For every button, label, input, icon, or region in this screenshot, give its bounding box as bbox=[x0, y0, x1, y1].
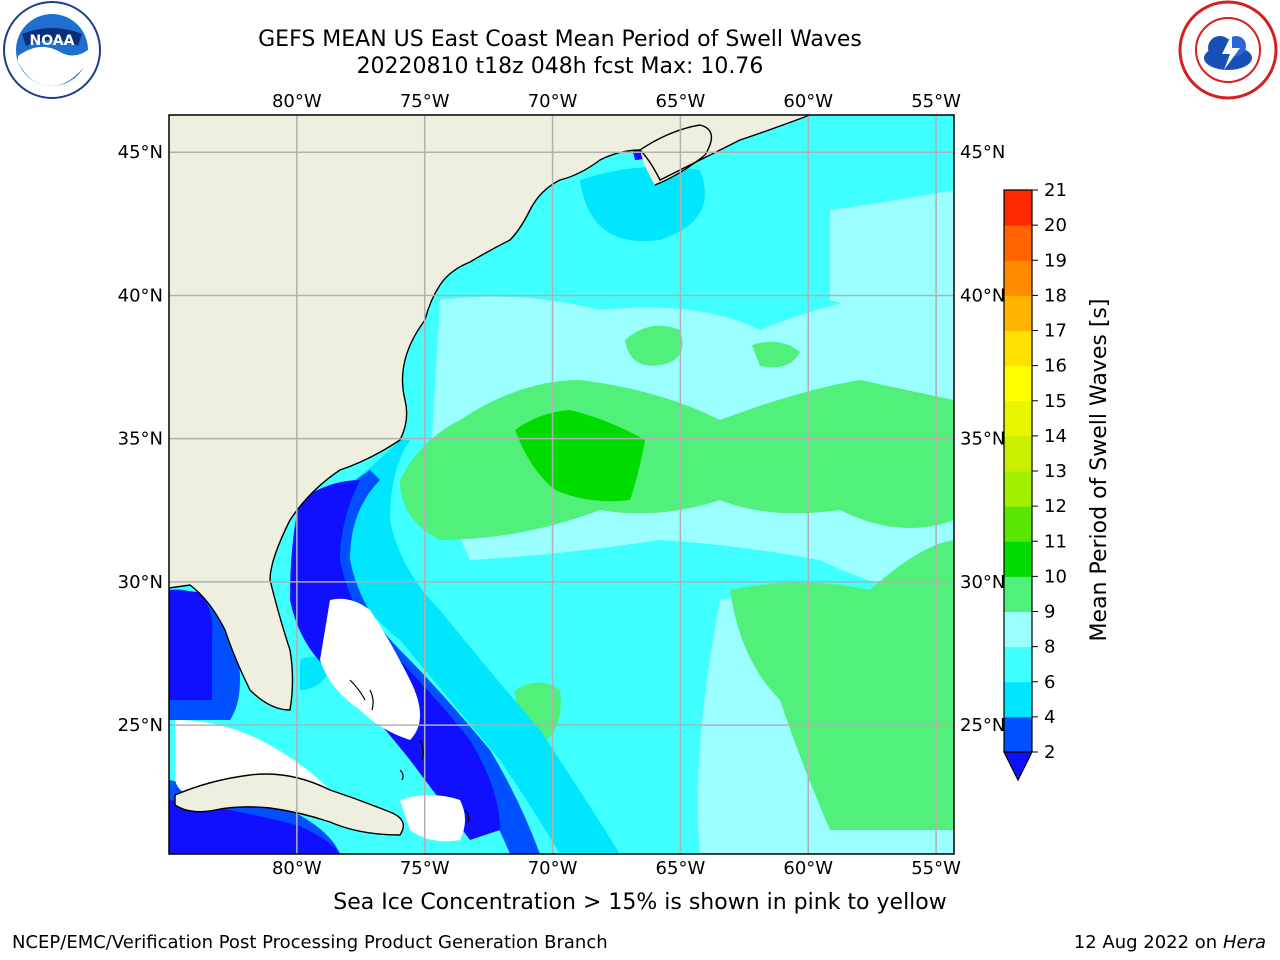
no-swell-region bbox=[320, 598, 420, 740]
colorbar-segment bbox=[1004, 716, 1032, 753]
colorbar-tick-label: 12 bbox=[1044, 496, 1067, 517]
latitude-tick-label: 35°N bbox=[118, 429, 163, 450]
longitude-tick-label: 70°W bbox=[528, 91, 578, 112]
colorbar-segment bbox=[1004, 471, 1032, 507]
map-frame bbox=[168, 114, 955, 855]
contour-10-11 bbox=[515, 410, 645, 502]
svg-text:NOAA: NOAA bbox=[30, 33, 75, 49]
longitude-tick-label: 60°W bbox=[783, 91, 833, 112]
longitude-tick-label: 80°W bbox=[272, 858, 322, 879]
national-weather-service-logo bbox=[1178, 0, 1278, 100]
colorbar-tick-label: 20 bbox=[1044, 215, 1067, 236]
colorbar-segment bbox=[1004, 190, 1032, 226]
colorbar-tick-label: 11 bbox=[1044, 531, 1067, 552]
colorbar-segment bbox=[1004, 295, 1032, 331]
colorbar-tick-label: 14 bbox=[1044, 426, 1067, 447]
colorbar-segment bbox=[1004, 365, 1032, 402]
gridlines bbox=[169, 115, 954, 854]
colorbar-tick-label: 10 bbox=[1044, 566, 1067, 587]
colorbar-tick-label: 9 bbox=[1044, 602, 1055, 623]
latitude-tick-label: 30°N bbox=[960, 572, 1005, 593]
colorbar-tick-label: 18 bbox=[1044, 285, 1067, 306]
colorbar-tick-label: 17 bbox=[1044, 321, 1067, 342]
contour-8-9 bbox=[830, 190, 954, 310]
longitude-tick-label: 80°W bbox=[272, 91, 322, 112]
colorbar-segment bbox=[1004, 681, 1032, 718]
colorbar-label: Mean Period of Swell Waves [s] bbox=[1087, 299, 1112, 642]
contour-9-10 bbox=[625, 325, 683, 366]
colorbar-segment bbox=[1004, 506, 1032, 542]
colorbar-tick-label: 8 bbox=[1044, 637, 1055, 658]
longitude-tick-label: 55°W bbox=[911, 858, 961, 879]
colorbar-segment bbox=[1004, 541, 1032, 577]
latitude-tick-label: 40°N bbox=[118, 285, 163, 306]
latitude-labels-left: 45°N 40°N 35°N 30°N 25°N bbox=[118, 142, 163, 736]
sea-ice-note: Sea Ice Concentration > 15% is shown in … bbox=[333, 890, 947, 915]
colorbar-segment bbox=[1004, 330, 1032, 367]
contour-2-4 bbox=[310, 470, 540, 854]
land-north-america bbox=[169, 115, 810, 710]
colorbar-tick-label: 21 bbox=[1044, 180, 1067, 201]
coastline bbox=[174, 773, 404, 836]
coastline bbox=[169, 115, 811, 711]
colorbar-tick-label: 19 bbox=[1044, 250, 1067, 271]
producer-credit: NCEP/EMC/Verification Post Processing Pr… bbox=[12, 932, 608, 953]
colorbar-tick-label: 15 bbox=[1044, 391, 1067, 412]
longitude-labels-top: 80°W 75°W 70°W 65°W 60°W 55°W bbox=[272, 91, 961, 112]
chart-title: GEFS MEAN US East Coast Mean Period of S… bbox=[258, 27, 862, 52]
map-field bbox=[169, 115, 954, 854]
longitude-tick-label: 65°W bbox=[656, 858, 706, 879]
colorbar-segment bbox=[1004, 260, 1032, 296]
latitude-tick-label: 40°N bbox=[960, 285, 1005, 306]
colorbar-segment bbox=[1004, 611, 1032, 648]
longitude-tick-label: 75°W bbox=[400, 91, 450, 112]
contour-9-10 bbox=[730, 540, 954, 830]
colorbar-segment bbox=[1004, 576, 1032, 612]
noaa-logo: NOAA bbox=[3, 1, 101, 99]
date-stamp: 12 Aug 2022 on Hera bbox=[1074, 932, 1266, 953]
latitude-tick-label: 35°N bbox=[960, 429, 1005, 450]
longitude-labels-bottom: 80°W 75°W 70°W 65°W 60°W 55°W bbox=[272, 858, 961, 879]
colorbar-tick-label: 6 bbox=[1044, 672, 1055, 693]
colorbar-tick-label: 13 bbox=[1044, 461, 1067, 482]
chart-subtitle: 20220810 t18z 048h fcst Max: 10.76 bbox=[356, 54, 764, 79]
colorbar-segment bbox=[1004, 400, 1032, 437]
contour-6-8 bbox=[580, 166, 705, 242]
colorbar-tick-label: 4 bbox=[1044, 707, 1055, 728]
latitude-tick-label: 45°N bbox=[118, 142, 163, 163]
longitude-tick-label: 65°W bbox=[656, 91, 706, 112]
longitude-tick-label: 75°W bbox=[400, 858, 450, 879]
colorbar-tick-label: 2 bbox=[1044, 742, 1055, 763]
island-bahamas bbox=[349, 679, 470, 823]
date-text: 12 Aug 2022 on bbox=[1073, 932, 1218, 953]
colorbar-segment bbox=[1004, 646, 1032, 683]
latitude-tick-label: 45°N bbox=[960, 142, 1005, 163]
longitude-tick-label: 60°W bbox=[783, 858, 833, 879]
contour-below-2 bbox=[169, 590, 213, 700]
longitude-tick-label: 55°W bbox=[911, 91, 961, 112]
longitude-tick-label: 70°W bbox=[528, 858, 578, 879]
contour-4-6 bbox=[330, 440, 620, 854]
colorbar-tick-label: 16 bbox=[1044, 356, 1067, 377]
latitude-tick-label: 30°N bbox=[118, 572, 163, 593]
colorbar-segment bbox=[1004, 435, 1032, 472]
latitude-labels-right: 45°N 40°N 35°N 30°N 25°N bbox=[960, 142, 1005, 736]
colorbar-extend-low bbox=[1003, 751, 1033, 782]
latitude-tick-label: 25°N bbox=[118, 715, 163, 736]
machine-name: Hera bbox=[1222, 932, 1266, 953]
contour-9-10 bbox=[752, 341, 800, 368]
colorbar: 2 4 6 8 9 10 11 12 13 14 15 16 17 18 19 20 21 bbox=[1003, 180, 1067, 782]
latitude-tick-label: 25°N bbox=[960, 715, 1005, 736]
land-cuba bbox=[175, 774, 404, 835]
colorbar-segment bbox=[1004, 225, 1032, 261]
no-swell-region bbox=[400, 795, 465, 842]
